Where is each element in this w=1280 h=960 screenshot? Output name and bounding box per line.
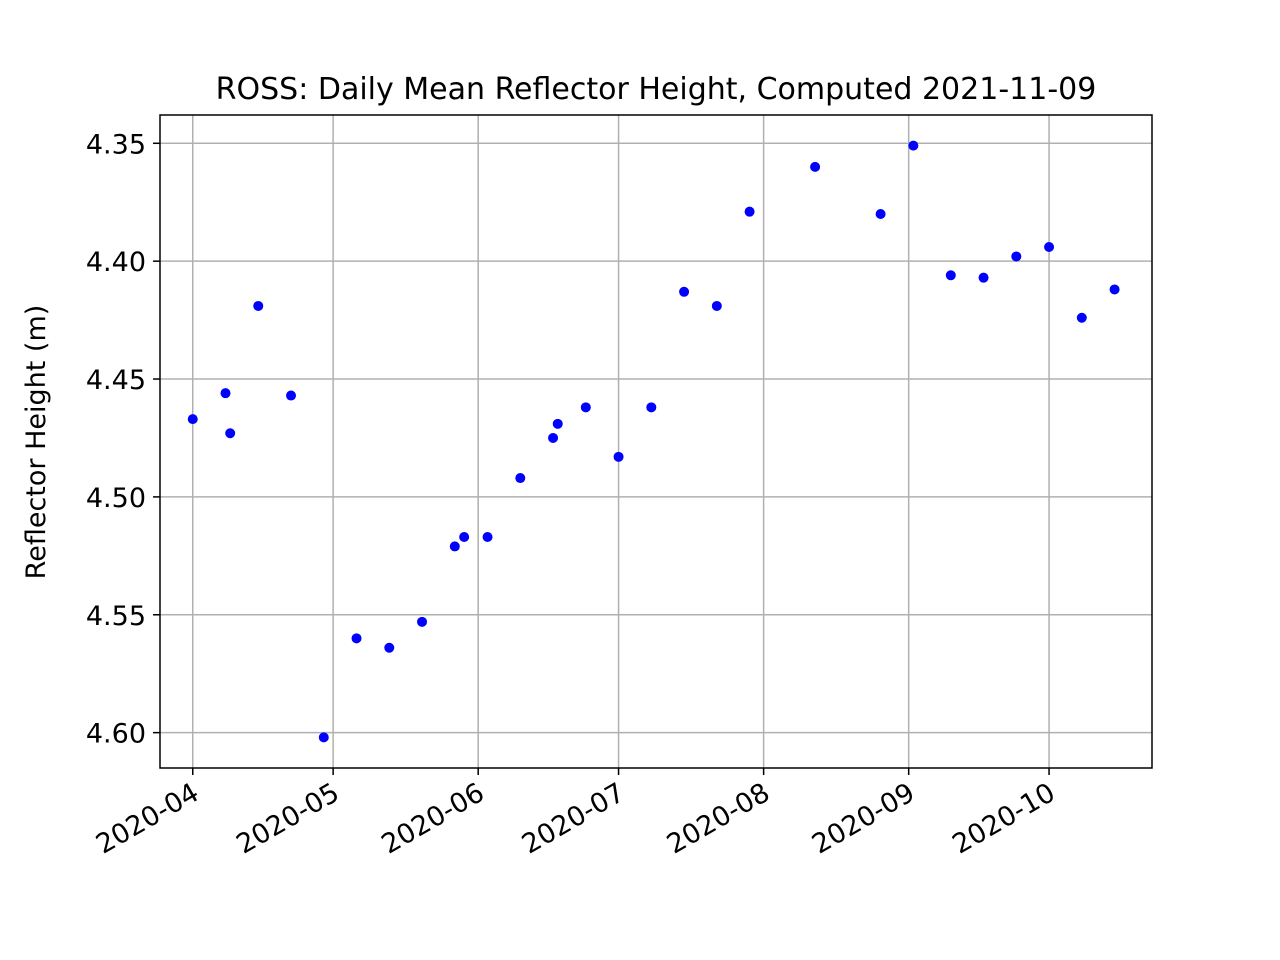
data-point [1044, 242, 1055, 253]
data-point [225, 428, 236, 439]
data-point [552, 418, 563, 429]
data-point [810, 161, 821, 172]
x-tick-label: 2020-08 [662, 777, 775, 860]
chart-title: ROSS: Daily Mean Reflector Height, Compu… [216, 72, 1097, 107]
data-point [187, 414, 198, 425]
data-point [646, 402, 657, 413]
data-point [449, 541, 460, 552]
data-point [515, 473, 526, 484]
data-point [711, 300, 722, 311]
x-tick-label: 2020-06 [376, 777, 489, 860]
x-tick-label: 2020-09 [807, 777, 920, 860]
data-point [417, 616, 428, 627]
y-tick-label: 4.50 [86, 483, 146, 514]
x-tick-label: 2020-05 [231, 777, 344, 860]
data-point [978, 272, 989, 283]
y-tick-label: 4.45 [86, 365, 146, 396]
data-point [613, 451, 624, 462]
data-point [548, 432, 559, 443]
data-point [459, 531, 470, 542]
x-tick-label: 2020-04 [91, 777, 204, 860]
data-point [351, 633, 362, 644]
data-point [945, 270, 956, 281]
data-point [580, 402, 591, 413]
data-point [875, 209, 886, 220]
data-point [744, 206, 755, 217]
data-point [1011, 251, 1022, 262]
plot-frame [159, 114, 1153, 769]
y-tick-label: 4.40 [86, 247, 146, 278]
data-point [220, 388, 231, 399]
data-point [1076, 312, 1087, 323]
data-point [1109, 284, 1120, 295]
data-point [908, 140, 919, 151]
data-point [253, 300, 264, 311]
y-axis-label: Reflector Height (m) [21, 305, 52, 580]
data-point [482, 531, 493, 542]
y-tick-label: 4.35 [86, 129, 146, 160]
x-tick-label: 2020-10 [947, 777, 1060, 860]
y-tick-label: 4.55 [86, 601, 146, 632]
grid [160, 115, 1152, 768]
axis-ticks: 2020-04 2020-05 2020-06 2020-07 2020-08 2020-… [86, 129, 1061, 860]
data-point [384, 642, 395, 653]
data-point [679, 286, 690, 297]
data-point [318, 732, 329, 743]
data-point [286, 390, 297, 401]
y-tick-label: 4.60 [86, 719, 146, 750]
data-points [187, 140, 1120, 743]
x-tick-label: 2020-07 [517, 777, 630, 860]
